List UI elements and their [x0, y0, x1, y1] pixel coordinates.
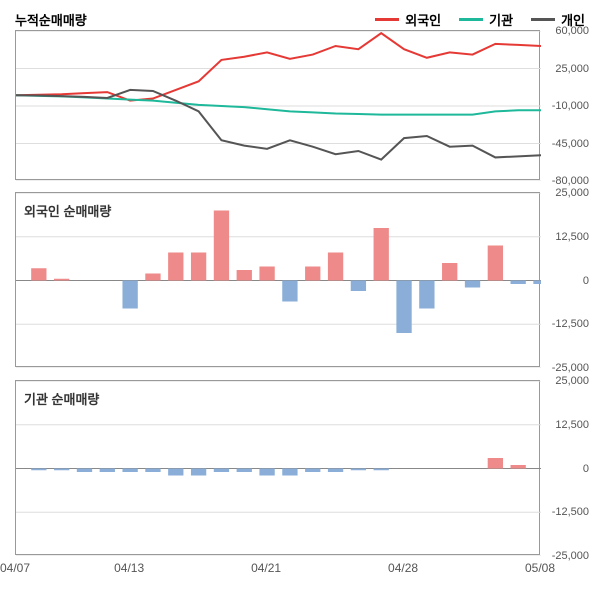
legend-line-institution: [459, 18, 483, 21]
x-axis: 04/0704/1304/2104/2805/08: [15, 561, 540, 581]
legend-item-foreigner: 외국인: [375, 10, 441, 29]
foreigner-panel: 외국인 순매매량-25,000-12,500012,50025,000: [15, 192, 540, 367]
panel-title-cumulative: 누적순매매량: [15, 10, 87, 29]
cumulative-panel: -80,000-45,000-10,00025,00060,000: [15, 30, 540, 180]
institution-panel: 기관 순매매량-25,000-12,500012,50025,000: [15, 380, 540, 555]
legend-label-foreigner: 외국인: [405, 10, 441, 29]
legend-line-individual: [531, 18, 555, 21]
chart-container: 누적순매매량 외국인 기관 개인 -80,000-45,000-10,00025…: [0, 0, 600, 604]
legend-line-foreigner: [375, 18, 399, 21]
legend-item-institution: 기관: [459, 10, 513, 29]
legend: 누적순매매량 외국인 기관 개인: [15, 10, 585, 29]
legend-label-institution: 기관: [489, 10, 513, 29]
